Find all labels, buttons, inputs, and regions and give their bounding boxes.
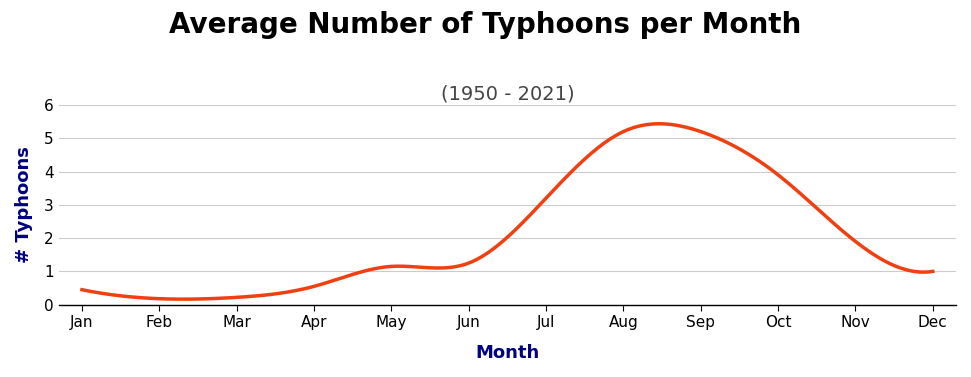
Y-axis label: # Typhoons: # Typhoons <box>15 146 33 263</box>
Text: Average Number of Typhoons per Month: Average Number of Typhoons per Month <box>169 11 802 39</box>
X-axis label: Month: Month <box>475 344 540 362</box>
Title: (1950 - 2021): (1950 - 2021) <box>441 84 574 103</box>
